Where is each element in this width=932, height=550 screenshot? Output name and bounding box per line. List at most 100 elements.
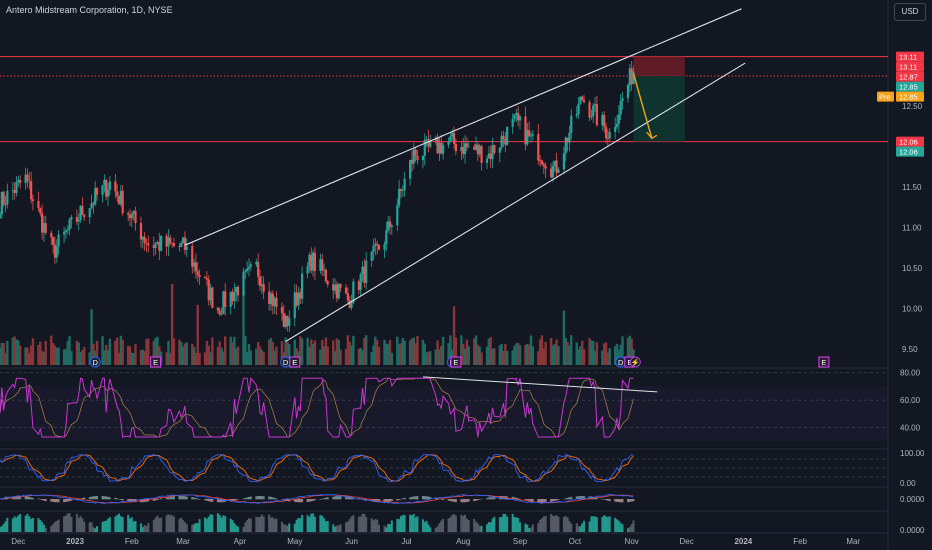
macd-hist-bar	[528, 499, 531, 501]
histogram-bar	[410, 515, 413, 532]
event-marker-earnings: E	[150, 356, 162, 368]
volume-bar	[256, 341, 260, 365]
histogram-bar	[608, 516, 611, 532]
candle-body	[293, 292, 296, 319]
volume-bar	[132, 352, 135, 365]
volume-bar	[421, 339, 425, 365]
candle-body	[401, 190, 404, 192]
candle-body	[88, 208, 91, 218]
macd-hist-bar	[465, 499, 468, 502]
volume-bar	[70, 351, 73, 365]
volume-bar	[262, 352, 265, 365]
candle-body	[242, 271, 245, 296]
histogram-bar	[473, 518, 476, 532]
rsi-tick-label: 60.00	[900, 396, 921, 405]
macd-hist-bar	[96, 496, 99, 500]
volume-bar	[260, 349, 264, 365]
candle-body	[500, 135, 503, 148]
volume-bar	[344, 348, 348, 365]
candle-body	[513, 114, 516, 120]
histogram-bar	[385, 527, 388, 532]
macd-hist-bar	[539, 499, 542, 503]
candle-body	[619, 101, 622, 115]
volume-bar	[557, 346, 560, 365]
volume-bar	[498, 345, 502, 365]
volume-bar	[425, 352, 428, 365]
channel-upper-line	[184, 8, 742, 246]
volume-bar	[538, 339, 542, 365]
event-marker-label: D	[618, 358, 624, 367]
histogram-bar	[361, 513, 364, 532]
histogram-bar	[92, 527, 95, 532]
event-marker-label: E	[292, 358, 297, 367]
histogram-bar	[103, 521, 106, 532]
macd-hist-bar	[260, 496, 263, 500]
histogram-bar	[246, 520, 249, 532]
histogram-bar	[128, 518, 131, 532]
histogram-bar	[544, 516, 547, 532]
price-tag: 13.11	[896, 51, 924, 62]
price-tag-value: 12.85	[899, 83, 918, 92]
currency-button[interactable]: USD	[894, 3, 926, 21]
candle-body	[473, 146, 476, 150]
macd-hist-bar	[603, 499, 606, 500]
histogram-bar	[260, 514, 263, 532]
candle-body	[95, 188, 99, 195]
macd-hist-bar	[555, 499, 558, 501]
macd-hist-bar	[429, 496, 432, 500]
volume-bar	[40, 350, 44, 365]
histogram-bar	[169, 515, 172, 532]
candle-body	[581, 96, 584, 101]
volume-bar	[231, 342, 234, 365]
candle-body	[363, 266, 366, 283]
candle-body	[39, 208, 42, 214]
candle-body	[498, 147, 501, 153]
candle-body	[57, 234, 60, 247]
candle-body	[172, 243, 176, 247]
macd-hist-bar	[608, 499, 611, 502]
time-tick-label: Mar	[176, 537, 190, 546]
histogram-bar	[409, 514, 412, 532]
volume-bar	[434, 349, 437, 365]
volume-bar	[68, 336, 71, 365]
macd-hist-bar	[308, 499, 311, 502]
histogram-bar	[526, 524, 529, 532]
macd-hist-bar	[19, 496, 22, 500]
volume-bar	[333, 351, 337, 365]
rsi-tick-label: 80.00	[900, 369, 921, 378]
candle-body	[203, 277, 207, 279]
rsi-band	[0, 386, 888, 442]
histogram-bar	[401, 514, 404, 532]
time-tick-label: Sep	[513, 537, 528, 546]
histogram-bar	[480, 525, 483, 532]
macd-hist-bar	[462, 499, 465, 503]
candle-body	[359, 274, 362, 291]
volume-bar	[220, 347, 223, 365]
macd-hist-bar	[500, 496, 503, 500]
histogram-bar	[423, 521, 426, 532]
histogram-bar	[255, 516, 258, 532]
histogram-bar	[575, 523, 578, 532]
candle-body	[220, 314, 223, 315]
macd-hist-bar	[513, 497, 516, 500]
candle-body	[352, 281, 355, 303]
histogram-bar	[601, 516, 604, 532]
histogram-bar	[451, 515, 454, 532]
price-tag: 12.85 Pre	[877, 91, 924, 102]
histogram-bar	[280, 521, 283, 532]
histogram-bar	[28, 516, 31, 532]
macd-hist-bar	[42, 499, 45, 501]
candle-body	[542, 164, 545, 166]
candle-body	[555, 160, 558, 173]
volume-bar	[66, 341, 69, 365]
macd-hist-bar	[271, 497, 274, 500]
macd-hist-bar	[478, 499, 481, 500]
candle-body	[592, 105, 595, 117]
macd-hist-bar	[68, 499, 71, 502]
candle-body	[90, 203, 93, 209]
rsi-line	[0, 376, 634, 438]
volume-bar	[229, 336, 232, 365]
macd-hist-bar	[388, 499, 391, 502]
macd-hist-bar	[616, 499, 619, 502]
